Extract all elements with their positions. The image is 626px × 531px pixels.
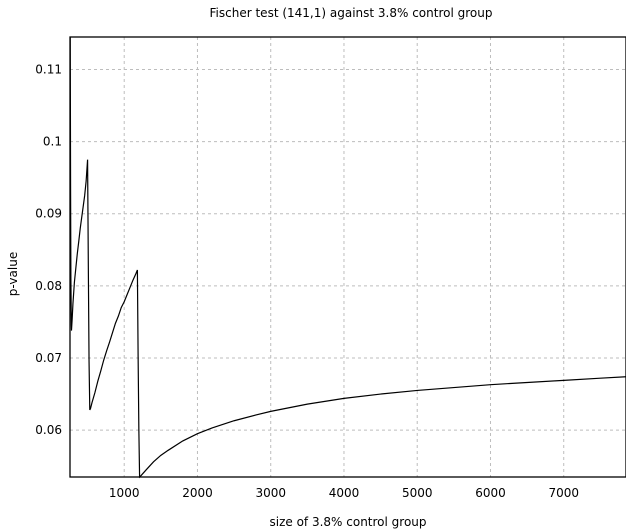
x-tick-label: 2000 <box>182 486 213 500</box>
x-tick-label: 7000 <box>548 486 579 500</box>
x-axis-label: size of 3.8% control group <box>269 515 426 529</box>
x-tick-label: 5000 <box>402 486 433 500</box>
x-tick-label: 1000 <box>109 486 140 500</box>
y-axis-label: p-value <box>6 252 20 296</box>
y-tick-label: 0.1 <box>43 135 62 149</box>
x-tick-label: 6000 <box>475 486 506 500</box>
y-tick-label: 0.06 <box>35 423 62 437</box>
series-layer <box>69 36 626 479</box>
y-tick-label: 0.11 <box>35 62 62 76</box>
y-tick-label: 0.07 <box>35 351 62 365</box>
grid-layer <box>70 37 626 477</box>
plot-frame <box>69 36 626 478</box>
series-line <box>69 36 626 479</box>
chart-title: Fischer test (141,1) against 3.8% contro… <box>210 6 493 20</box>
x-tick-label: 4000 <box>329 486 360 500</box>
x-tick-label: 3000 <box>255 486 286 500</box>
y-tick-label: 0.09 <box>35 207 62 221</box>
y-tick-label: 0.08 <box>35 279 62 293</box>
tick-layer: 1000 2000 3000 4000 5000 6000 7000 0.06 0.07 0.08… <box>35 62 579 500</box>
